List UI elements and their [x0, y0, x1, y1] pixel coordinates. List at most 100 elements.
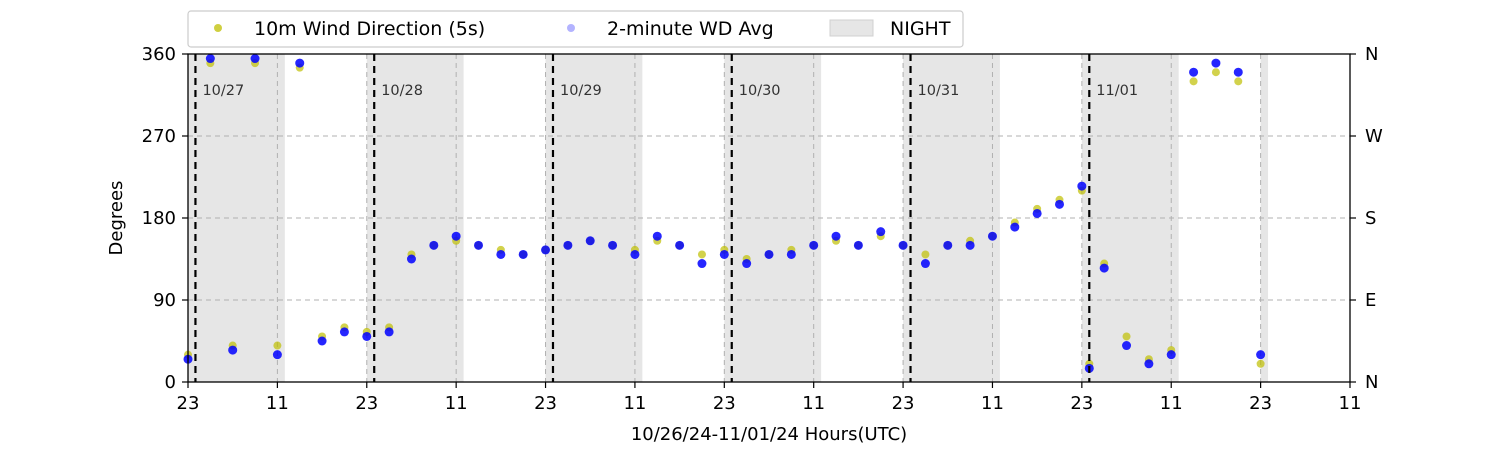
y2-compass-label: E — [1365, 290, 1376, 311]
wd-avg-point — [1256, 350, 1266, 360]
wd-avg-point — [1055, 199, 1064, 209]
wind-5s-point — [1256, 359, 1265, 368]
day-label: 11/01 — [1096, 83, 1138, 99]
x-tick-label: 23 — [534, 393, 557, 414]
wd-avg-point — [362, 331, 372, 341]
wd-avg-point — [205, 54, 215, 64]
wd-avg-point — [496, 249, 506, 259]
x-tick-label: 11 — [623, 393, 646, 414]
x-tick-label: 23 — [1070, 393, 1093, 414]
axes-layer: 23 11 23 11 23 11 23 11 23 11 23 11 23 11 0 90 180 270 360… — [142, 44, 1383, 414]
legend-night-label: NIGHT — [890, 18, 951, 40]
x-tick-label: 23 — [713, 393, 736, 414]
wd-avg-point — [228, 345, 238, 355]
wd-avg-point — [1211, 58, 1221, 68]
wd-avg-point — [786, 249, 796, 259]
wd-avg-point — [451, 231, 461, 241]
wd-avg-point — [474, 240, 483, 250]
legend-frame — [187, 10, 964, 48]
legend-wd-avg-label: 2-minute WD Avg — [607, 18, 774, 40]
wd-avg-point — [339, 327, 349, 337]
y-tick-label: 270 — [142, 126, 176, 147]
wd-avg-point — [429, 240, 439, 250]
y-axis-label: Degrees — [106, 181, 127, 256]
x-tick-label: 11 — [266, 393, 289, 414]
legend: 10m Wind Direction (5s) 2-minute WD Avg … — [187, 10, 964, 48]
night-band — [1260, 54, 1269, 382]
wd-avg-point — [1077, 181, 1087, 191]
wd-avg-point — [742, 259, 752, 269]
y2-compass-label: S — [1365, 208, 1376, 229]
wind-5s-point — [273, 341, 282, 350]
x-tick-label: 11 — [1339, 393, 1362, 414]
wd-avg-point — [719, 249, 729, 259]
wd-avg-point — [652, 231, 662, 241]
wd-avg-point — [1166, 350, 1176, 360]
x-axis-label: 10/26/24-11/01/24 Hours(UTC) — [631, 424, 907, 445]
y2-compass-label: N — [1365, 372, 1378, 393]
wd-avg-point — [272, 350, 282, 360]
wd-avg-point — [1144, 359, 1154, 369]
wd-avg-point — [518, 249, 528, 259]
x-tick-label: 23 — [1249, 393, 1272, 414]
x-tick-label: 11 — [445, 393, 468, 414]
wd-avg-point — [675, 240, 685, 250]
wd-avg-point — [1122, 341, 1132, 351]
wd-avg-point — [764, 249, 774, 259]
day-markers-layer: 10/27 10/28 10/29 10/30 10/31 11/01 — [194, 54, 1138, 382]
x-tick-label: 11 — [1160, 393, 1183, 414]
wind-5s-point — [1234, 77, 1243, 86]
day-label: 10/30 — [739, 83, 781, 99]
y-tick-label: 90 — [153, 290, 176, 311]
day-label: 10/27 — [202, 83, 244, 99]
x-tick-label: 23 — [892, 393, 915, 414]
wd-avg-point — [831, 231, 841, 241]
wd-avg-point — [563, 240, 573, 250]
wd-avg-point — [317, 336, 327, 346]
wd-avg-point — [898, 240, 908, 250]
wd-avg-point — [1032, 208, 1042, 218]
data-points-layer — [183, 54, 1266, 373]
wd-avg-point — [406, 254, 416, 264]
wd-avg-point — [250, 54, 260, 64]
x-tick-label: 23 — [355, 393, 378, 414]
wd-avg-point — [541, 245, 551, 255]
gridlines-layer — [188, 54, 1350, 382]
wd-avg-point — [295, 58, 305, 68]
wd-avg-point — [585, 236, 595, 246]
wd-avg-point — [630, 249, 640, 259]
wind-5s-point — [697, 250, 706, 259]
x-tick-label: 23 — [177, 393, 200, 414]
wd-avg-point — [920, 259, 930, 269]
wd-avg-point — [853, 240, 863, 250]
legend-wd-avg-marker — [567, 24, 575, 32]
wd-avg-point — [384, 327, 394, 337]
wd-avg-point — [1233, 67, 1243, 77]
wd-avg-point — [809, 240, 819, 250]
wd-avg-point — [1099, 263, 1109, 273]
y2-compass-label: N — [1365, 44, 1378, 65]
wd-avg-point — [1010, 222, 1020, 232]
x-tick-label: 11 — [981, 393, 1004, 414]
day-label: 10/29 — [560, 83, 602, 99]
wd-avg-point — [965, 240, 975, 250]
wd-avg-point — [697, 259, 707, 269]
y2-compass-label: W — [1365, 126, 1383, 147]
wd-avg-point — [987, 231, 997, 241]
wd-avg-point — [608, 240, 618, 250]
wind-5s-point — [1122, 332, 1131, 341]
wind-5s-point — [921, 250, 930, 259]
wd-avg-point — [876, 227, 886, 237]
y-tick-label: 180 — [142, 208, 176, 229]
day-label: 10/28 — [381, 83, 423, 99]
x-tick-label: 11 — [802, 393, 825, 414]
wind-5s-point — [1211, 68, 1220, 77]
legend-night-patch — [829, 19, 874, 37]
y-tick-label: 360 — [142, 44, 176, 65]
day-label: 10/31 — [918, 83, 960, 99]
legend-wind-5s-label: 10m Wind Direction (5s) — [254, 18, 485, 40]
y-tick-label: 0 — [165, 372, 176, 393]
legend-wind-5s-marker — [214, 24, 222, 32]
